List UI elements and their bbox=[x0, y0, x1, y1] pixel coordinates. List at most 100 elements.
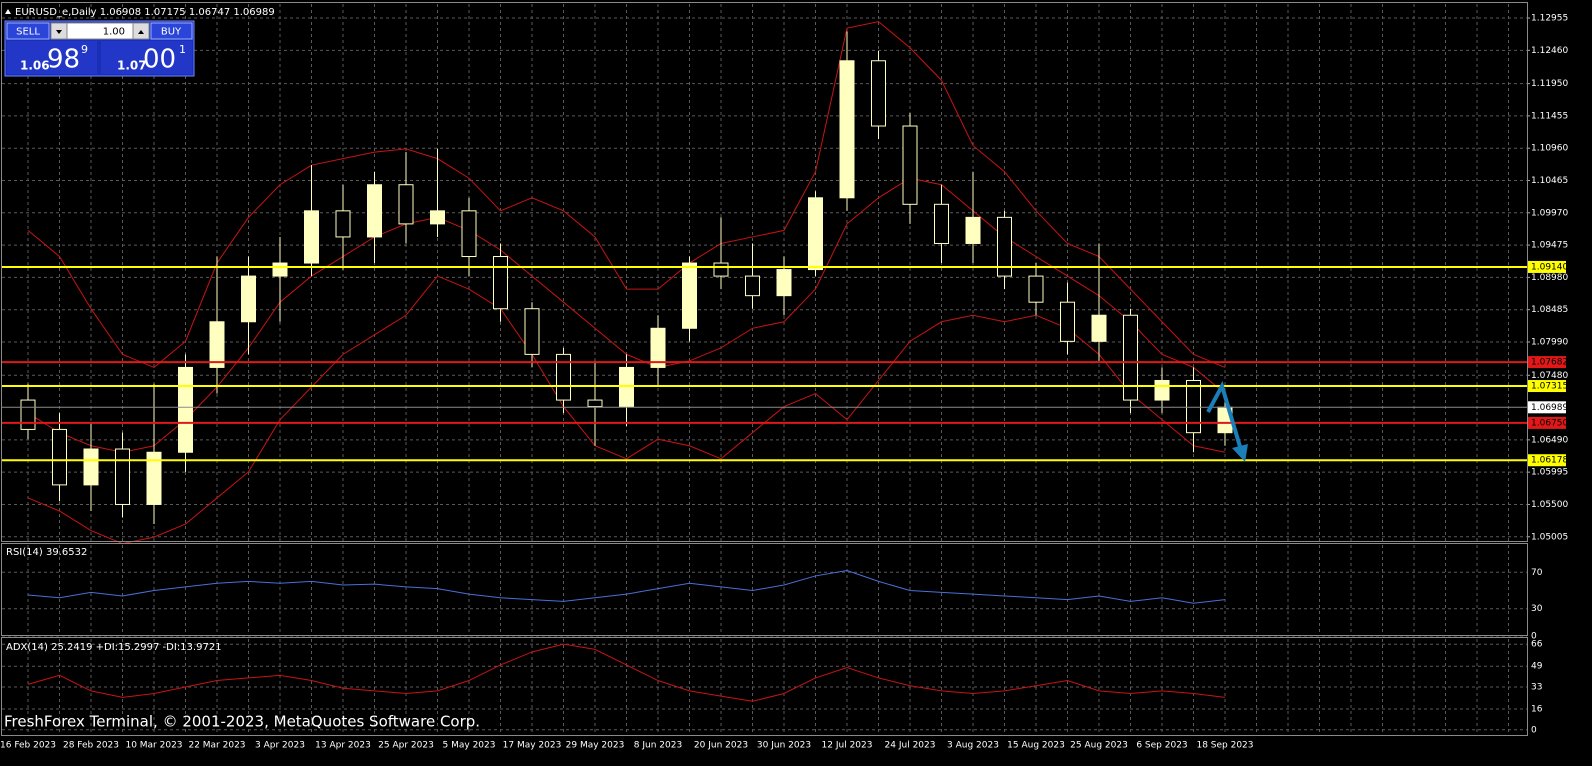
price-level-label: 1.07315 bbox=[1531, 382, 1568, 392]
candle-body bbox=[650, 327, 666, 368]
y-tick-label: 1.11950 bbox=[1531, 79, 1568, 89]
x-tick-label: 16 Feb 2023 bbox=[0, 741, 56, 751]
y-tick-label: 16 bbox=[1531, 705, 1543, 715]
watermark: FreshForex Terminal, © 2001-2023, MetaQu… bbox=[4, 713, 480, 731]
candle-body bbox=[997, 216, 1012, 277]
candle-body bbox=[745, 275, 760, 297]
adx-title: ADX(14) 25.2419 +DI:15.2997 -DI:13.9721 bbox=[6, 642, 222, 653]
x-tick-label: 3 Aug 2023 bbox=[947, 741, 999, 751]
collapse-icon[interactable] bbox=[5, 9, 11, 14]
candle-body bbox=[115, 448, 130, 505]
current-price-label: 1.06989 bbox=[1531, 403, 1568, 413]
candle-body bbox=[209, 321, 225, 368]
price-level-tag bbox=[1528, 454, 1566, 467]
candle-body bbox=[335, 210, 351, 238]
y-tick-label: 1.09475 bbox=[1531, 241, 1568, 251]
candle-body bbox=[682, 262, 697, 329]
price-level-tag bbox=[1528, 356, 1566, 369]
up-arrow bbox=[138, 30, 144, 34]
candle-body bbox=[178, 366, 193, 453]
candle-body bbox=[1060, 301, 1075, 342]
y-tick-label: 1.08980 bbox=[1531, 273, 1568, 283]
indicator-line bbox=[27, 569, 1226, 604]
price-level-label: 1.06750 bbox=[1531, 418, 1568, 428]
rsi-title: RSI(14) 39.6532 bbox=[6, 547, 87, 558]
y-tick-label: 1.12955 bbox=[1531, 14, 1568, 24]
arrow-line bbox=[1206, 380, 1243, 451]
one-click-trade-panel: SELL 1.00 BUY 1.06 98 9 1.07 00 1 bbox=[4, 20, 195, 77]
bid-big: 1.06 bbox=[20, 59, 50, 73]
arrow-head bbox=[1232, 444, 1248, 462]
candle-body bbox=[272, 262, 288, 277]
y-tick-label: 1.05500 bbox=[1531, 500, 1568, 510]
candle-body bbox=[713, 262, 729, 277]
candle-body bbox=[776, 269, 792, 297]
candle-body bbox=[871, 60, 886, 127]
x-tick-label: 18 Sep 2023 bbox=[1196, 741, 1253, 751]
bid-frac: 9 bbox=[81, 43, 88, 56]
buy-button[interactable] bbox=[150, 22, 193, 40]
candle-body bbox=[1123, 314, 1138, 401]
candle-body bbox=[430, 210, 445, 225]
y-tick-label: 70 bbox=[1531, 568, 1543, 578]
bid-box[interactable] bbox=[7, 41, 97, 74]
candle-body bbox=[524, 308, 540, 355]
candle-body bbox=[20, 399, 36, 430]
sell-label[interactable]: SELL bbox=[16, 27, 40, 38]
down-arrow bbox=[56, 30, 62, 34]
candle-body bbox=[493, 256, 508, 310]
ask-frac: 1 bbox=[179, 43, 186, 56]
buy-label[interactable]: BUY bbox=[161, 27, 182, 38]
y-tick-label: 1.07480 bbox=[1531, 371, 1568, 381]
x-tick-label: 25 Apr 2023 bbox=[378, 741, 434, 751]
x-tick-label: 22 Mar 2023 bbox=[188, 741, 245, 751]
price-level-tag bbox=[1528, 380, 1566, 393]
y-tick-label: 0 bbox=[1531, 725, 1537, 735]
lots-value: 1.00 bbox=[103, 27, 125, 38]
bollinger-upper bbox=[27, 21, 1226, 369]
ask-big: 1.07 bbox=[117, 59, 147, 73]
main-panel-frame bbox=[1, 2, 1528, 542]
y-tick-label: 0 bbox=[1531, 632, 1537, 642]
adx-panel-frame bbox=[1, 637, 1528, 736]
x-tick-label: 28 Feb 2023 bbox=[63, 741, 119, 751]
bollinger-lower bbox=[27, 275, 1226, 545]
x-tick-label: 25 Aug 2023 bbox=[1070, 741, 1128, 751]
candle-body bbox=[52, 428, 67, 486]
x-tick-label: 8 Jun 2023 bbox=[634, 741, 682, 751]
ask-box[interactable] bbox=[101, 41, 192, 74]
candle-body bbox=[461, 210, 477, 258]
candle-body bbox=[241, 275, 256, 323]
sell-button[interactable] bbox=[6, 22, 50, 40]
candle-body bbox=[1091, 314, 1107, 342]
bid-pips: 98 bbox=[47, 45, 80, 75]
x-tick-label: 20 Jun 2023 bbox=[694, 741, 748, 751]
price-level-label: 1.07682 bbox=[1531, 358, 1568, 368]
indicator-line bbox=[27, 643, 1226, 702]
y-tick-label: 33 bbox=[1531, 683, 1542, 693]
rsi-panel-frame bbox=[1, 543, 1528, 636]
candle-body bbox=[398, 184, 414, 225]
y-tick-label: 1.07990 bbox=[1531, 337, 1568, 347]
x-tick-label: 3 Apr 2023 bbox=[255, 741, 305, 751]
x-tick-label: 5 May 2023 bbox=[443, 741, 496, 751]
y-tick-label: 1.05005 bbox=[1531, 532, 1568, 542]
y-tick-label: 1.08485 bbox=[1531, 305, 1568, 315]
x-tick-label: 15 Aug 2023 bbox=[1007, 741, 1065, 751]
y-tick-label: 1.12460 bbox=[1531, 46, 1568, 56]
candle-body bbox=[83, 448, 99, 486]
y-tick-label: 1.06490 bbox=[1531, 435, 1568, 445]
y-tick-label: 66 bbox=[1531, 640, 1543, 650]
candle-body bbox=[587, 399, 603, 408]
chart-header: EURUSD_e,Daily 1.06908 1.07175 1.06747 1… bbox=[15, 7, 275, 18]
y-tick-label: 49 bbox=[1531, 662, 1543, 672]
x-tick-label: 30 Jun 2023 bbox=[757, 741, 811, 751]
x-tick-label: 6 Sep 2023 bbox=[1136, 741, 1187, 751]
x-tick-label: 29 May 2023 bbox=[566, 741, 625, 751]
y-tick-label: 1.09970 bbox=[1531, 208, 1568, 218]
candle-body bbox=[902, 125, 918, 205]
candle-body bbox=[1186, 379, 1201, 434]
